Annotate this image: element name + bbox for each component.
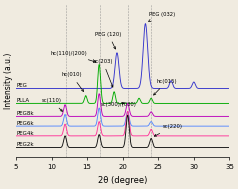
Text: hc(015): hc(015) bbox=[154, 79, 177, 95]
Text: sc(300)/(030): sc(300)/(030) bbox=[101, 102, 137, 107]
Text: PEG4k: PEG4k bbox=[17, 131, 34, 136]
Text: PEG (120): PEG (120) bbox=[95, 32, 122, 49]
Text: PEG (032): PEG (032) bbox=[149, 12, 175, 21]
Text: hc(203): hc(203) bbox=[93, 59, 113, 87]
Text: sc(220): sc(220) bbox=[154, 124, 183, 136]
Y-axis label: Intensity (a.u.): Intensity (a.u.) bbox=[4, 52, 13, 109]
Text: hc(010): hc(010) bbox=[61, 73, 84, 91]
Text: PEG8k: PEG8k bbox=[17, 111, 34, 116]
X-axis label: 2θ (degree): 2θ (degree) bbox=[98, 176, 147, 185]
Text: hc(110)/(200): hc(110)/(200) bbox=[51, 51, 96, 63]
Text: PLLA: PLLA bbox=[17, 98, 30, 103]
Text: sc(110): sc(110) bbox=[41, 98, 62, 111]
Text: PEG6k: PEG6k bbox=[17, 121, 34, 126]
Text: PEG: PEG bbox=[17, 83, 28, 88]
Text: PEG2k: PEG2k bbox=[17, 142, 34, 147]
